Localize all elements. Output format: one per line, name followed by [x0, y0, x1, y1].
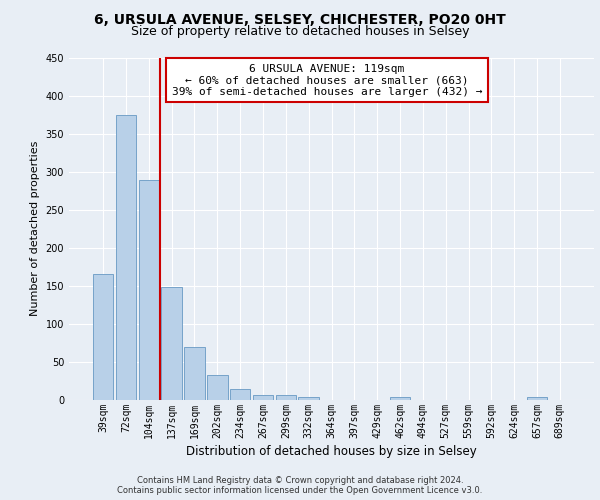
Text: Contains HM Land Registry data © Crown copyright and database right 2024.
Contai: Contains HM Land Registry data © Crown c… — [118, 476, 482, 495]
Y-axis label: Number of detached properties: Number of detached properties — [30, 141, 40, 316]
Bar — [139, 180, 159, 400]
X-axis label: Distribution of detached houses by size in Selsey: Distribution of detached houses by size … — [186, 445, 477, 458]
Bar — [253, 394, 273, 400]
Text: 6 URSULA AVENUE: 119sqm
← 60% of detached houses are smaller (663)
39% of semi-d: 6 URSULA AVENUE: 119sqm ← 60% of detache… — [172, 64, 482, 97]
Text: 6, URSULA AVENUE, SELSEY, CHICHESTER, PO20 0HT: 6, URSULA AVENUE, SELSEY, CHICHESTER, PO… — [94, 12, 506, 26]
Bar — [527, 397, 547, 400]
Bar — [230, 390, 250, 400]
Bar — [116, 114, 136, 400]
Bar — [184, 346, 205, 400]
Bar — [298, 397, 319, 400]
Bar — [161, 288, 182, 400]
Bar — [207, 375, 227, 400]
Text: Size of property relative to detached houses in Selsey: Size of property relative to detached ho… — [131, 25, 469, 38]
Bar — [275, 396, 296, 400]
Bar — [390, 397, 410, 400]
Bar — [93, 274, 113, 400]
